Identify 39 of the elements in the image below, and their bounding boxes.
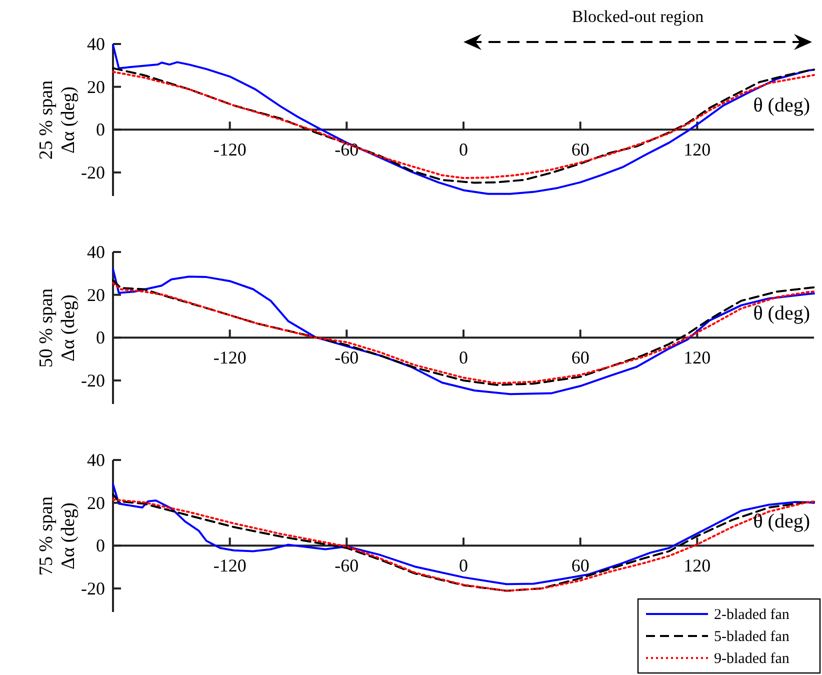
legend-label: 9-bladed fan [714,651,790,667]
y-tick-label: 0 [96,120,105,140]
x-tick-label: 60 [571,140,590,160]
line-series [112,483,815,586]
y-tick-label: 20 [87,492,105,513]
y-tick-label: 0 [96,536,105,556]
y-tick-label: -20 [81,578,105,598]
y-tick-label: 40 [87,450,105,470]
x-tick-label: 0 [459,556,468,576]
x-tick-label: -120 [213,556,246,576]
y-tick-label: 20 [87,76,105,97]
x-tick-label: 120 [684,140,711,160]
legend-label: 2-bladed fan [714,607,790,623]
text: Blocked-out region [572,7,704,26]
y-tick-label: 40 [87,242,105,262]
legend-label: 5-bladed fan [714,629,790,645]
x-tick-label: 0 [459,140,468,160]
y-axis-title: 75 % span Δα (deg) [36,496,79,576]
line-series [112,268,815,396]
x-tick-label: 60 [571,348,590,368]
x-tick-label: 60 [571,556,590,576]
x-axis-title: θ (deg) [753,302,810,325]
y-axis-title: 50 % span Δα (deg) [36,288,79,368]
x-tick-label: -60 [334,348,359,368]
x-tick-label: 0 [459,348,468,368]
x-tick-label: 120 [684,348,711,368]
y-tick-label: 40 [87,34,105,54]
y-tick-label: -20 [81,162,105,182]
y-tick-label: 20 [87,284,105,305]
line-series [112,44,815,195]
x-tick-label: -60 [334,556,359,576]
y-axis-title: 25 % span Δα (deg) [36,80,79,160]
y-tick-label: -20 [81,370,105,390]
x-axis-title: θ (deg) [753,510,810,533]
x-axis-title: θ (deg) [753,94,810,117]
x-tick-label: 120 [684,556,711,576]
x-tick-label: -120 [213,140,246,160]
y-tick-label: 0 [96,328,105,348]
x-tick-label: -120 [213,348,246,368]
